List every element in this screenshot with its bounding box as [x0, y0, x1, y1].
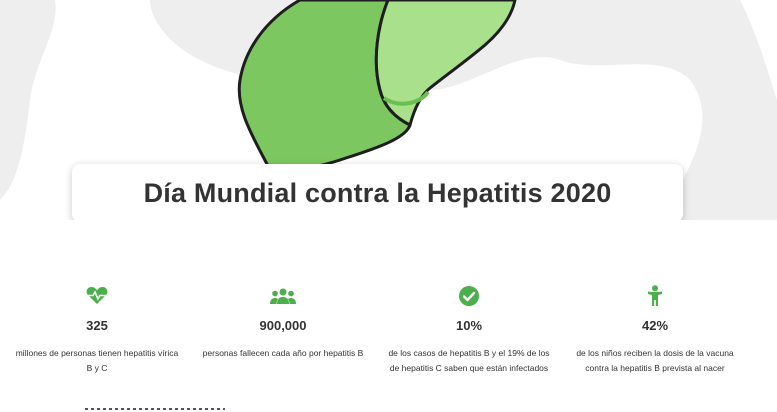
stat-description: de los casos de hepatitis B y el 19% de … [388, 348, 550, 373]
stat-value: 900,000 [259, 318, 307, 333]
stats-row: 325 millones de personas tienen hepatiti… [0, 285, 777, 376]
stat-item: 42% de los niños reciben la dosis de la … [562, 285, 748, 376]
child-icon [647, 285, 663, 307]
hero-banner: Día Mundial contra la Hepatitis 2020 [0, 0, 777, 220]
liver-icon [237, 0, 517, 172]
stat-item: 10% de los casos de hepatitis B y el 19%… [376, 285, 562, 376]
liver-shadow-line [382, 90, 430, 106]
heartbeat-icon [86, 285, 108, 307]
page-title: Día Mundial contra la Hepatitis 2020 [143, 177, 612, 208]
stat-value: 325 [86, 318, 108, 333]
stat-description: personas fallecen cada año por hepatitis… [202, 348, 364, 358]
stat-item: 900,000 personas fallecen cada año por h… [190, 285, 376, 376]
hero-illustration [0, 0, 777, 220]
liver-right-lobe [374, 0, 517, 127]
stat-item: 325 millones de personas tienen hepatiti… [4, 285, 190, 376]
users-icon [270, 285, 296, 307]
stat-description: millones de personas tienen hepatitis ví… [15, 348, 179, 373]
title-card: Día Mundial contra la Hepatitis 2020 [72, 164, 683, 220]
stat-value: 10% [455, 318, 483, 333]
background-shape-left [0, 0, 56, 200]
stat-description: de los niños reciben la dosis de la vacu… [576, 348, 734, 373]
stat-value: 42% [641, 318, 669, 333]
bottom-divider [85, 408, 225, 410]
check-circle-icon [459, 285, 479, 307]
